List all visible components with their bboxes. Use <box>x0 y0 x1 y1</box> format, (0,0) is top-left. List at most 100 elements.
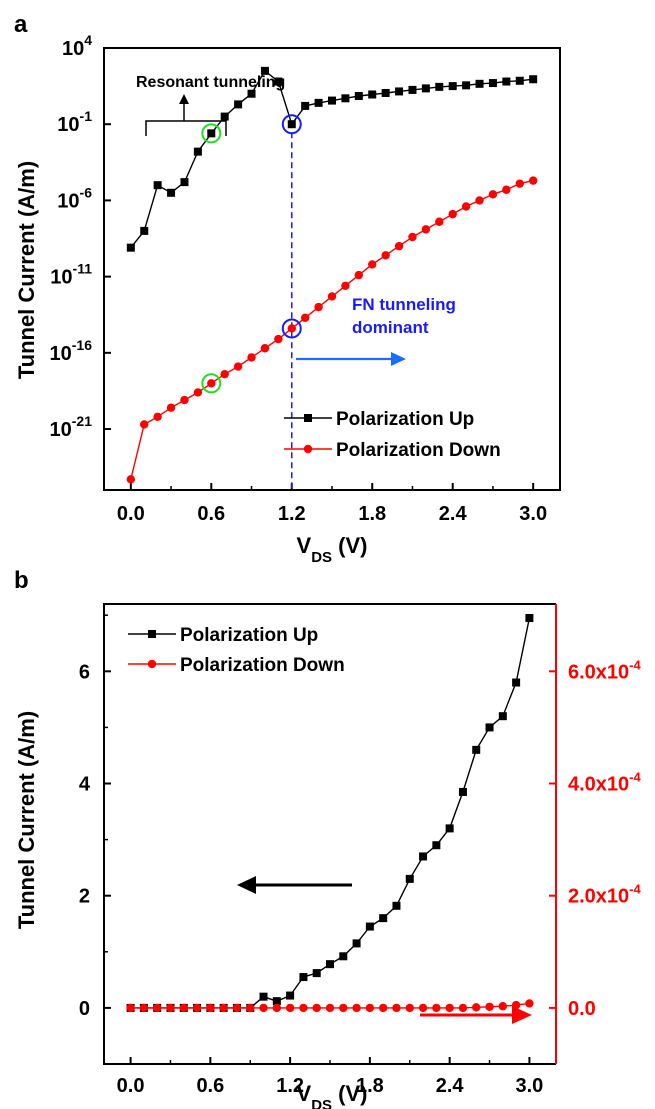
b-y-tick-label: 6 <box>79 661 90 683</box>
panel-a-y-ticks: 104 10-1 10-6 10-11 10-16 10-21 <box>50 32 111 441</box>
a-down-point <box>260 344 270 353</box>
b-up-point <box>299 973 308 982</box>
b-y-tick-label: 0 <box>79 998 90 1020</box>
a-y-tick-label: 10-11 <box>50 261 92 289</box>
b-down-point <box>312 1003 321 1013</box>
a-down-point <box>166 403 176 412</box>
b-up-point <box>472 745 481 754</box>
a-up-point <box>354 92 363 101</box>
b-down-point <box>511 1000 521 1010</box>
b-down-point <box>126 1003 135 1013</box>
resonant-bracket <box>145 104 227 136</box>
b-down-point <box>139 1003 149 1013</box>
a-x-tick-label: 2.4 <box>439 503 468 525</box>
b-down-point <box>525 999 534 1008</box>
b-up-point <box>352 939 361 948</box>
a-down-point <box>435 217 444 226</box>
a-up-point <box>193 147 202 156</box>
panel-a-series <box>126 66 538 484</box>
a-up-point <box>260 66 269 75</box>
a-down-point <box>394 241 404 251</box>
blue-highlight-circle <box>281 318 302 339</box>
b-down-point <box>378 1003 388 1013</box>
a-up-point <box>515 76 524 85</box>
fn-arrow-head <box>391 352 406 366</box>
b-down-point <box>405 1003 414 1013</box>
a-down-point <box>207 379 216 388</box>
a-y-tick-label: 10-21 <box>50 413 93 441</box>
b-y-right-tick-label: 4.0x10-4 <box>568 770 642 796</box>
b-down-point <box>485 1002 494 1011</box>
panel-b-y-axis-label: Tunnel Current (A/m) <box>14 711 39 929</box>
a-y-tick-label: 104 <box>62 32 92 60</box>
legend-down-marker <box>303 444 313 454</box>
b-up-series-line <box>130 617 531 1009</box>
green-highlight-circle <box>201 123 222 144</box>
b-up-point <box>259 992 268 1001</box>
a-down-point <box>247 353 256 362</box>
b-x-tick-label: 2.4 <box>436 1075 465 1097</box>
b-up-point <box>512 678 521 687</box>
legend-up-label: Polarization Up <box>336 409 474 430</box>
b-down-point <box>418 1003 428 1013</box>
b-y-right-tick-label: 0.0 <box>568 998 596 1020</box>
a-up-point <box>126 243 135 252</box>
a-up-point <box>341 94 350 103</box>
b-up-point <box>445 824 454 833</box>
b-down-point <box>325 1003 335 1013</box>
a-down-point <box>421 225 431 234</box>
b-down-point <box>232 1003 242 1013</box>
a-y-tick-label: 10-1 <box>57 108 92 136</box>
legend-up-marker <box>304 414 312 422</box>
a-x-tick-label: 0.0 <box>117 503 145 525</box>
a-x-tick-label: 0.6 <box>197 503 225 525</box>
b-down-point <box>352 1003 361 1013</box>
a-up-point <box>140 226 149 235</box>
panel-a-label: a <box>14 11 28 38</box>
b-up-point <box>339 952 348 961</box>
panel-a-highlight-circles <box>201 114 302 394</box>
a-up-point <box>220 112 229 121</box>
b-up-point <box>286 991 295 1000</box>
b-up-point <box>498 712 507 721</box>
a-up-point <box>274 77 283 86</box>
b-down-point <box>498 1002 508 1011</box>
b-down-point <box>339 1003 348 1013</box>
a-down-point <box>140 420 149 429</box>
b-down-point <box>458 1003 468 1013</box>
b-down-point <box>365 1003 375 1013</box>
a-up-point <box>328 96 336 105</box>
a-down-point <box>314 302 323 312</box>
a-up-point <box>314 98 323 107</box>
b-up-point <box>525 614 534 623</box>
b-y-right-tick-label: 6.0x10-4 <box>568 657 642 683</box>
panel-a-legend: Polarization Up Polarization Down <box>284 409 501 461</box>
b-x-tick-label: 1.2 <box>276 1075 304 1097</box>
b-up-point <box>272 997 281 1006</box>
legend-down-label: Polarization Down <box>336 440 501 461</box>
b-x-tick-label: 1.8 <box>356 1075 384 1097</box>
panel-a-annotations: Resonant tunneling FN tunneling dominant <box>136 74 456 490</box>
a-down-point <box>475 196 484 205</box>
panel-b-x-ticks: 0.0 0.6 1.2 1.8 2.4 3.0 <box>117 1057 543 1097</box>
a-down-point <box>408 232 417 242</box>
panel-a-x-ticks: 0.0 0.6 1.2 1.8 2.4 3.0 <box>117 483 547 525</box>
a-down-point <box>528 176 538 185</box>
a-up-point <box>287 120 296 129</box>
panel-b-label: b <box>14 567 29 594</box>
b-down-point <box>192 1003 202 1013</box>
panel-b: b 0.0 0.6 1.2 1.8 2.4 3.0 0 2 4 6 0.0 2.0x10-4 4.0… <box>14 567 642 1109</box>
b-down-point <box>472 1003 481 1012</box>
b-down-point <box>299 1003 308 1013</box>
a-up-point <box>475 79 484 88</box>
a-down-point <box>381 251 390 260</box>
a-up-point <box>247 89 256 98</box>
a-up-point <box>421 84 430 93</box>
b-x-tick-label: 0.6 <box>196 1075 224 1097</box>
panel-b-x-axis-label: VDS (V) <box>297 1081 368 1109</box>
a-up-point <box>180 178 189 187</box>
a-down-point <box>461 202 471 211</box>
b-x-tick-label: 0.0 <box>117 1075 145 1097</box>
b-down-point <box>179 1003 188 1013</box>
